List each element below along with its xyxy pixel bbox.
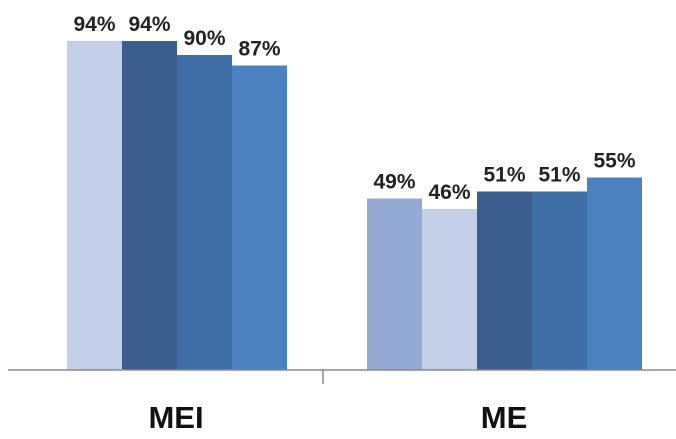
bar-mei-3 [177, 55, 232, 370]
bar-me-2 [422, 209, 477, 370]
data-label-mei-3: 90% [183, 27, 225, 50]
category-label-me: ME [481, 400, 528, 435]
data-labels-layer: 94% 94% 90% 87% 49% 46% 51% 51% 55% [73, 13, 635, 204]
bars-layer [67, 41, 642, 370]
data-label-me-3: 51% [483, 164, 525, 187]
bar-me-5 [587, 177, 642, 370]
bar-me-1 [367, 198, 422, 370]
category-labels-layer: MEI ME [148, 400, 527, 435]
data-label-mei-1: 94% [73, 13, 115, 36]
data-label-mei-2: 94% [128, 13, 170, 36]
bar-mei-4 [232, 65, 287, 370]
bar-me-4 [532, 191, 587, 370]
data-label-me-5: 55% [593, 150, 635, 173]
bar-mei-1 [67, 41, 122, 370]
data-label-me-2: 46% [428, 181, 470, 204]
data-label-me-4: 51% [538, 164, 580, 187]
bar-me-3 [477, 191, 532, 370]
data-label-mei-4: 87% [238, 38, 280, 61]
category-label-mei: MEI [148, 400, 203, 435]
data-label-me-1: 49% [373, 171, 415, 194]
bar-mei-2 [122, 41, 177, 370]
